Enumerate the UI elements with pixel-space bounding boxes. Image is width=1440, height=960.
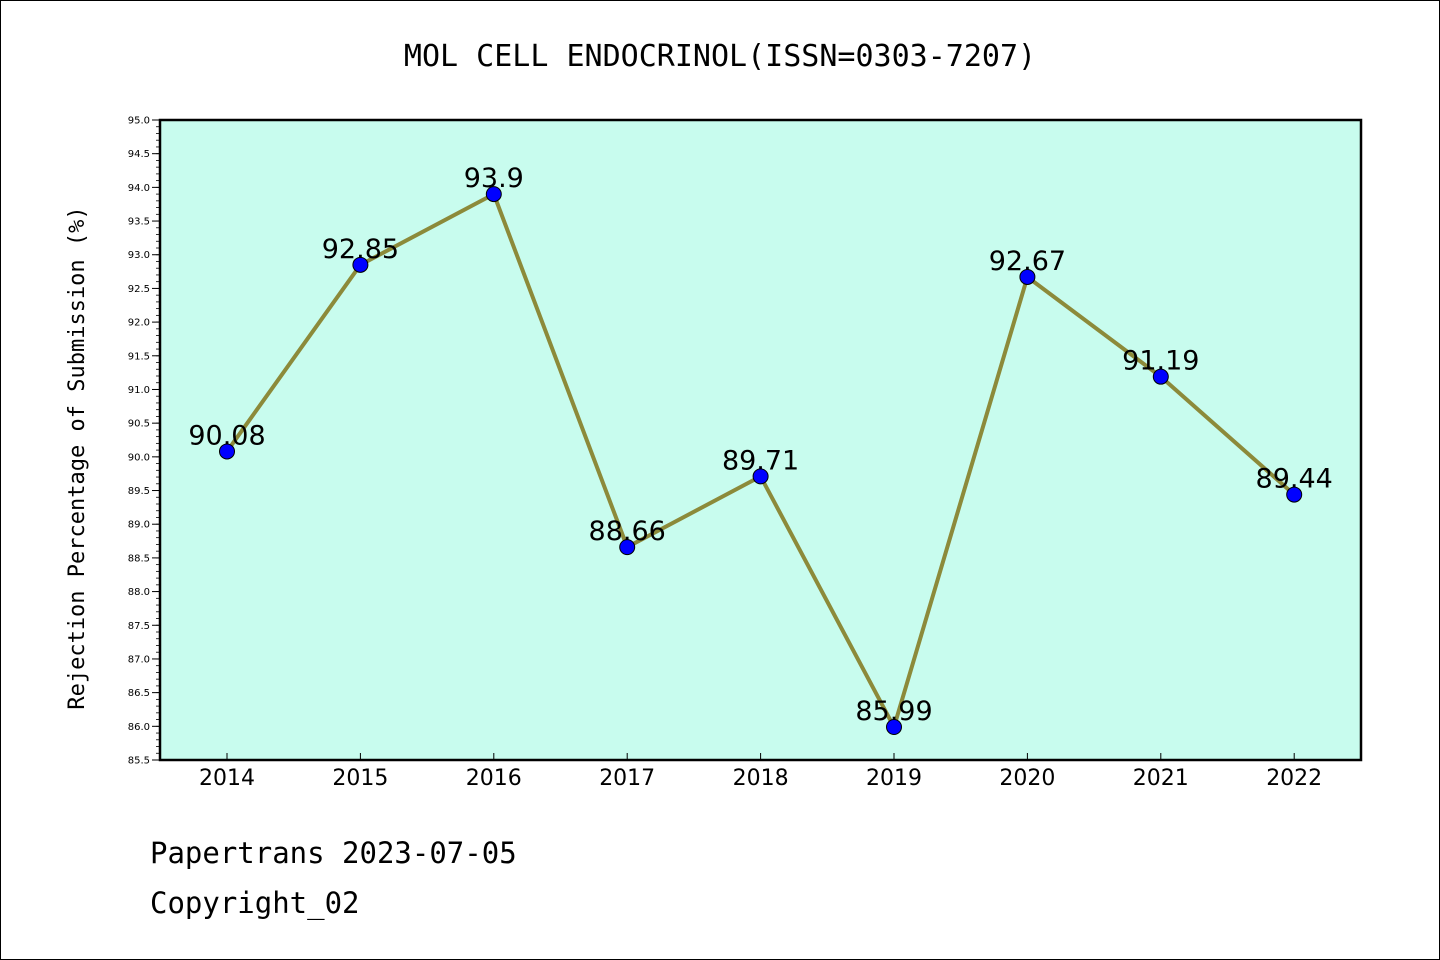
data-label: 89.71 [722, 445, 799, 476]
data-point [352, 256, 369, 273]
footer-date: Papertrans 2023-07-05 [150, 836, 517, 870]
data-label-layer: 90.08 92.85 93.9 88.66 89.71 85.99 92.67 91.19 8… [188, 163, 1332, 727]
series-layer [219, 186, 1303, 735]
x-tick-label: 2015 [332, 766, 388, 791]
y-axis: 85.5 86.0 86.5 87.0 87.5 88.0 88.5 89.0 89.5 90.0… [128, 116, 160, 767]
data-label: 91.19 [1122, 346, 1199, 377]
x-tick-label: 2014 [199, 766, 255, 791]
plot-area [158, 118, 1363, 762]
y-tick-label: 87.5 [128, 621, 150, 632]
x-tick-label: 2016 [466, 766, 522, 791]
y-tick-label: 93.0 [128, 250, 150, 261]
data-point [886, 718, 902, 735]
y-tick-label: 95.0 [128, 116, 150, 127]
footer-copyright: Copyright_02 [150, 886, 360, 920]
y-tick-label: 85.5 [128, 756, 150, 767]
data-label: 90.08 [188, 420, 265, 451]
x-tick-label: 2021 [1133, 766, 1189, 791]
data-label: 88.66 [589, 516, 666, 547]
x-tick-label: 2019 [866, 766, 922, 791]
data-label: 93.9 [464, 163, 524, 194]
y-tick-label: 91.0 [128, 385, 150, 396]
data-label: 89.44 [1256, 464, 1333, 495]
data-point [619, 539, 636, 556]
y-tick-label: 88.0 [128, 587, 150, 598]
y-tick-label: 89.0 [128, 520, 150, 531]
y-tick-label: 86.5 [128, 688, 150, 699]
data-label: 92.85 [322, 234, 399, 265]
data-point [1152, 368, 1169, 385]
data-point [485, 186, 502, 203]
y-tick-label: 91.5 [128, 351, 150, 362]
data-point [752, 468, 769, 485]
data-label: 85.99 [855, 696, 932, 727]
y-tick-label: 89.5 [128, 486, 150, 497]
x-tick-label: 2022 [1266, 766, 1322, 791]
y-tick-label: 92.0 [128, 318, 150, 329]
x-tick-label: 2018 [733, 766, 789, 791]
data-point [1019, 268, 1036, 285]
y-tick-label: 94.5 [128, 149, 150, 160]
y-tick-label: 90.5 [128, 419, 150, 430]
y-tick-label: 92.5 [128, 284, 150, 295]
x-axis: 2014 2015 2016 2017 2018 2019 2020 2021 2022 [199, 753, 1322, 791]
x-tick-label: 2020 [999, 766, 1055, 791]
y-tick-label: 87.0 [128, 654, 150, 665]
y-tick-label: 94.0 [128, 183, 150, 194]
y-tick-label: 86.0 [128, 722, 150, 733]
data-point [1286, 486, 1303, 503]
y-tick-label: 88.5 [128, 553, 150, 564]
data-point [219, 443, 235, 460]
y-axis-label: Rejection Percentage of Submission (%) [65, 206, 90, 709]
chart-title: MOL CELL ENDOCRINOL(ISSN=0303-7207) [404, 39, 1036, 74]
data-label: 92.67 [989, 246, 1066, 277]
y-tick-label: 93.5 [128, 217, 150, 228]
x-tick-label: 2017 [599, 766, 655, 791]
y-tick-label: 90.0 [128, 452, 150, 463]
